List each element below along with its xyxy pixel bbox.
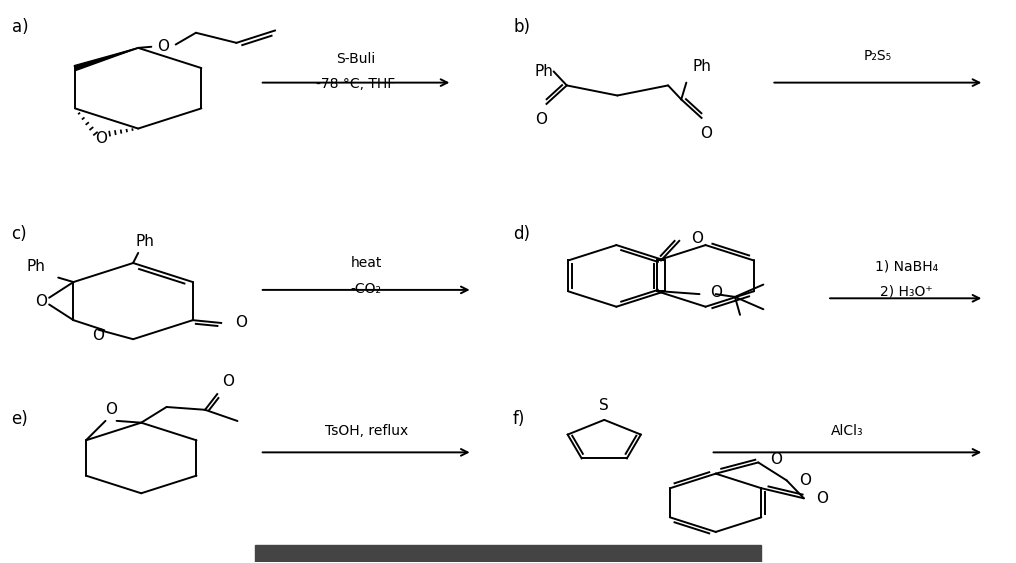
Text: O: O xyxy=(799,473,811,488)
Text: P₂S₅: P₂S₅ xyxy=(864,49,892,63)
Polygon shape xyxy=(74,48,138,70)
Text: O: O xyxy=(535,111,548,127)
Text: Ph: Ph xyxy=(136,234,154,249)
Text: heat: heat xyxy=(351,256,382,270)
Text: O: O xyxy=(106,403,118,418)
Text: -78 °C, THF: -78 °C, THF xyxy=(316,77,395,91)
Text: S: S xyxy=(599,398,610,413)
Text: O: O xyxy=(157,39,170,54)
Text: O: O xyxy=(770,452,782,467)
Text: TsOH, reflux: TsOH, reflux xyxy=(324,425,407,439)
Bar xyxy=(255,545,761,563)
Text: O: O xyxy=(92,328,105,343)
Text: O: O xyxy=(816,491,828,506)
Text: Ph: Ph xyxy=(26,258,45,274)
Text: b): b) xyxy=(513,18,530,36)
Text: d): d) xyxy=(513,225,530,243)
Text: O: O xyxy=(692,231,703,245)
Text: O: O xyxy=(96,131,108,146)
Text: 2) H₃O⁺: 2) H₃O⁺ xyxy=(880,284,933,298)
Text: 1) NaBH₄: 1) NaBH₄ xyxy=(875,259,938,273)
Text: O: O xyxy=(236,315,247,330)
Text: AlCl₃: AlCl₃ xyxy=(831,425,864,439)
Text: e): e) xyxy=(11,410,28,428)
Text: -CO₂: -CO₂ xyxy=(351,282,382,296)
Text: c): c) xyxy=(11,225,27,243)
Text: O: O xyxy=(223,373,235,388)
Text: O: O xyxy=(709,285,721,301)
Text: a): a) xyxy=(11,18,28,36)
Text: O: O xyxy=(35,294,47,309)
Text: S-Buli: S-Buli xyxy=(336,52,376,66)
Text: f): f) xyxy=(513,410,525,428)
Text: Ph: Ph xyxy=(534,64,554,79)
Text: Ph: Ph xyxy=(692,59,711,74)
Text: O: O xyxy=(701,126,712,141)
